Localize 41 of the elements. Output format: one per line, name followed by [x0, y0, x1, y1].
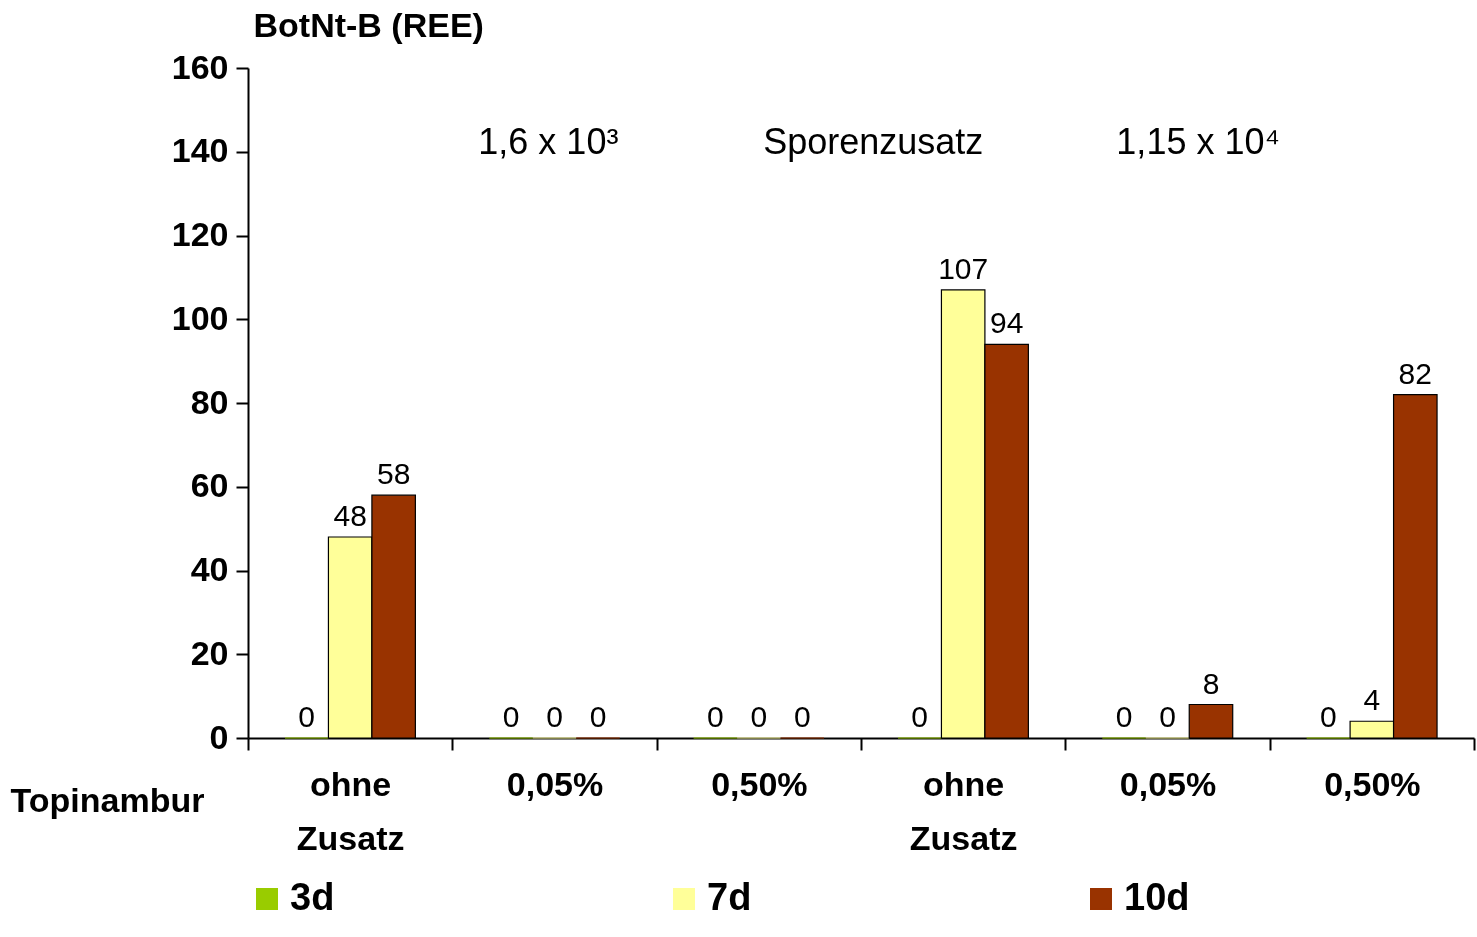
x-tick-label: ohne Zusatz: [909, 764, 1018, 857]
x-tick-label: 0,05%: [1119, 764, 1217, 803]
y-tick-label: 100: [171, 298, 229, 337]
y-tick-label: 120: [171, 215, 229, 253]
data-label: 0: [298, 700, 316, 733]
data-label: 107: [938, 251, 989, 285]
legend-label: 7d: [707, 876, 752, 918]
y-tick-label: 160: [171, 47, 229, 86]
x-tick-label: 0,05%: [506, 764, 604, 803]
legend-label: 3d: [290, 876, 335, 918]
y-tick-label: 20: [190, 633, 229, 672]
y-tick-label: 80: [190, 382, 229, 421]
data-label: 48: [333, 499, 367, 532]
annotation: 1,15 x 10⁴: [1116, 121, 1280, 162]
data-label: 0: [1115, 700, 1133, 733]
data-label: 0: [793, 700, 811, 733]
y-tick-label: 40: [190, 550, 229, 588]
data-label: 0: [1159, 700, 1176, 733]
data-label: 0: [546, 700, 563, 733]
data-label: 0: [911, 700, 929, 733]
data-label: 0: [589, 700, 607, 733]
data-label: 82: [1398, 356, 1432, 390]
y-axis-title: BotNt-B (REE): [253, 5, 484, 44]
y-tick-label: 60: [190, 466, 229, 505]
legend-label: 10d: [1124, 876, 1190, 918]
data-label: 0: [707, 700, 724, 733]
data-label: 8: [1202, 666, 1220, 700]
x-tick-label: 0,50%: [1324, 764, 1421, 803]
data-label: 0: [1320, 700, 1337, 733]
annotation: 1,6 x 10³: [478, 121, 619, 162]
data-label: 0: [502, 700, 520, 733]
data-label: 58: [376, 457, 411, 491]
x-axis-title: Topinambur: [10, 780, 205, 819]
x-tick-label: 0,50%: [711, 764, 808, 803]
y-tick-label: 140: [171, 131, 229, 170]
data-label: 0: [750, 700, 768, 733]
data-label: 4: [1363, 683, 1381, 717]
data-label: 94: [989, 306, 1024, 340]
x-tick-label: ohne Zusatz: [296, 764, 405, 857]
annotation: Sporenzusatz: [763, 121, 984, 162]
y-tick-label: 0: [209, 717, 229, 756]
